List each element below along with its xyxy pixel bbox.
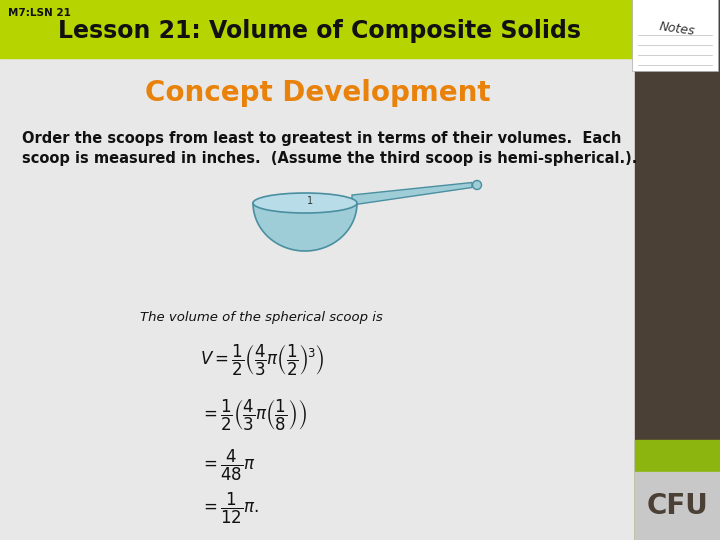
Text: $= \dfrac{4}{48}\pi$: $= \dfrac{4}{48}\pi$ — [200, 448, 256, 483]
Bar — [0, 0, 635, 58]
Ellipse shape — [253, 193, 357, 213]
Bar — [635, 472, 720, 540]
Circle shape — [472, 180, 482, 190]
Text: The volume of the spherical scoop is: The volume of the spherical scoop is — [140, 312, 383, 325]
Text: Concept Development: Concept Development — [145, 79, 490, 107]
Text: CFU: CFU — [647, 492, 708, 520]
Bar — [635, 0, 720, 540]
Text: Lesson 21: Volume of Composite Solids: Lesson 21: Volume of Composite Solids — [58, 19, 581, 43]
Text: $= \dfrac{1}{12}\pi.$: $= \dfrac{1}{12}\pi.$ — [200, 490, 259, 525]
Bar — [632, 0, 718, 71]
Text: Order the scoops from least to greatest in terms of their volumes.  Each: Order the scoops from least to greatest … — [22, 131, 621, 145]
Text: 1: 1 — [307, 196, 313, 206]
Text: $V = \dfrac{1}{2}\left(\dfrac{4}{3}\pi\left(\dfrac{1}{2}\right)^{\!3}\right)$: $V = \dfrac{1}{2}\left(\dfrac{4}{3}\pi\l… — [200, 342, 325, 377]
Polygon shape — [253, 199, 357, 251]
Text: Notes: Notes — [658, 20, 696, 38]
Text: M7:LSN 21: M7:LSN 21 — [8, 8, 71, 18]
Bar — [635, 440, 720, 540]
Polygon shape — [352, 183, 472, 205]
Text: $= \dfrac{1}{2}\left(\dfrac{4}{3}\pi\left(\dfrac{1}{8}\right)\right)$: $= \dfrac{1}{2}\left(\dfrac{4}{3}\pi\lef… — [200, 397, 307, 433]
Text: scoop is measured in inches.  (Assume the third scoop is hemi-spherical.).: scoop is measured in inches. (Assume the… — [22, 151, 637, 165]
